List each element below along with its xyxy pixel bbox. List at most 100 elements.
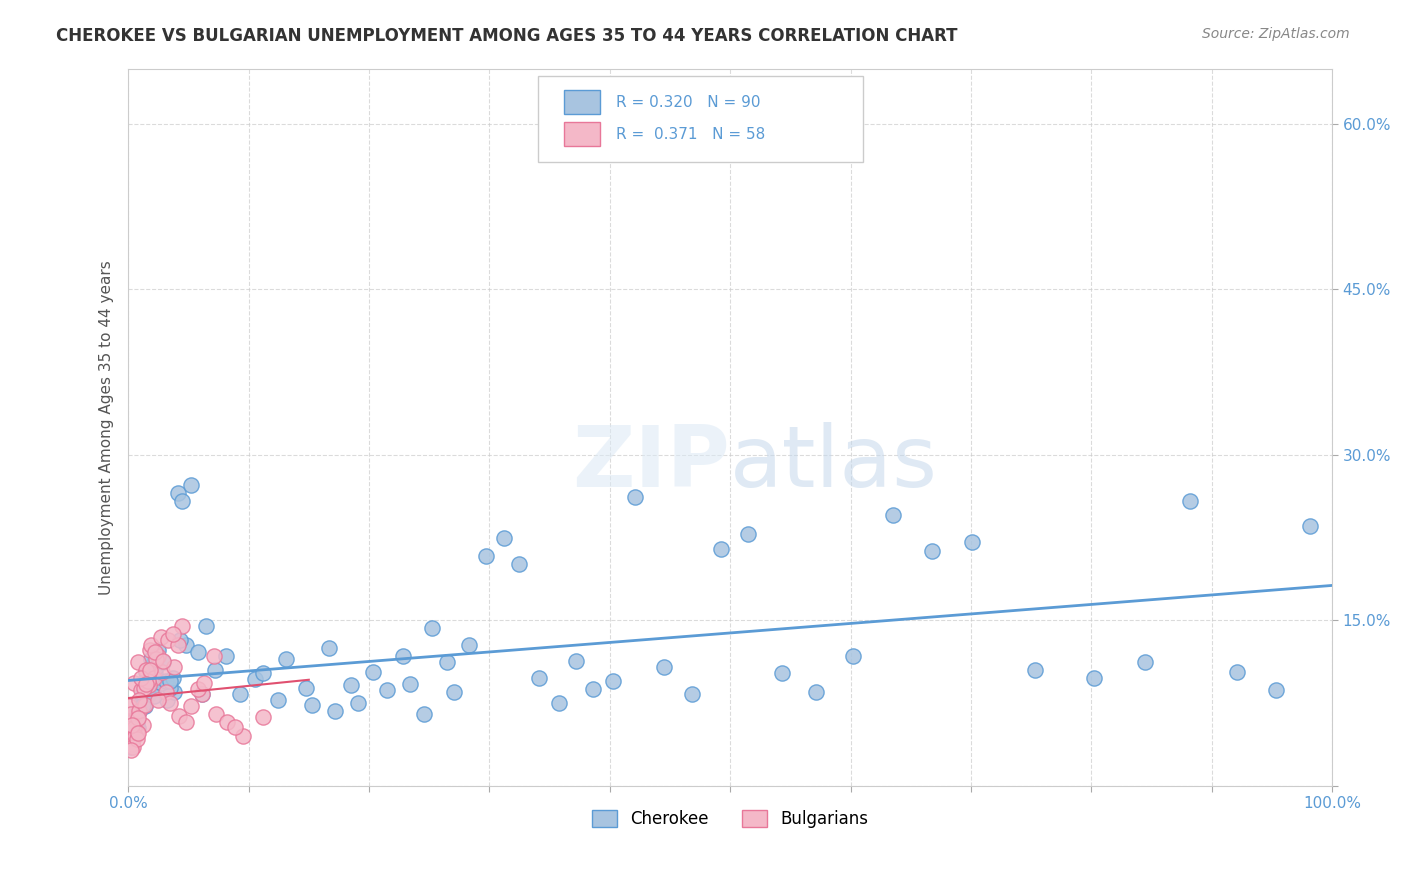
- Point: [361, 665, 384, 680]
- Point: [127, 704, 149, 718]
- Point: [127, 722, 149, 736]
- FancyBboxPatch shape: [537, 76, 863, 161]
- Point: [143, 645, 166, 659]
- Point: [443, 685, 465, 699]
- Point: [143, 667, 166, 681]
- Point: [375, 682, 398, 697]
- Point: [139, 663, 162, 677]
- Point: [131, 696, 153, 710]
- Text: R =  0.371   N = 58: R = 0.371 N = 58: [616, 127, 765, 142]
- Point: [128, 704, 150, 718]
- Text: R = 0.320   N = 90: R = 0.320 N = 90: [616, 95, 761, 110]
- Point: [132, 692, 155, 706]
- Point: [120, 743, 142, 757]
- Point: [122, 726, 145, 740]
- Point: [124, 729, 146, 743]
- Text: ZIP: ZIP: [572, 422, 730, 505]
- Point: [152, 655, 174, 669]
- Point: [174, 714, 197, 729]
- Point: [475, 549, 498, 564]
- Point: [142, 671, 165, 685]
- Point: [121, 737, 143, 751]
- Point: [508, 557, 530, 571]
- Point: [142, 690, 165, 704]
- Point: [139, 652, 162, 666]
- Point: [166, 638, 188, 652]
- Point: [134, 699, 156, 714]
- Point: [318, 640, 340, 655]
- Point: [391, 648, 413, 663]
- Point: [582, 681, 605, 696]
- Point: [295, 681, 318, 695]
- Point: [624, 490, 647, 504]
- Point: [148, 643, 170, 657]
- Point: [167, 709, 190, 723]
- Point: [252, 666, 274, 681]
- Point: [1299, 519, 1322, 533]
- FancyBboxPatch shape: [564, 122, 600, 146]
- Point: [180, 699, 202, 714]
- Point: [135, 677, 157, 691]
- Point: [527, 671, 550, 685]
- Point: [150, 682, 173, 697]
- Point: [156, 633, 179, 648]
- Point: [156, 692, 179, 706]
- Point: [124, 723, 146, 737]
- Point: [149, 676, 172, 690]
- Point: [420, 621, 443, 635]
- Point: [159, 673, 181, 688]
- Point: [921, 543, 943, 558]
- Point: [565, 654, 588, 668]
- Point: [121, 718, 143, 732]
- Point: [159, 681, 181, 695]
- Point: [340, 678, 363, 692]
- Point: [162, 626, 184, 640]
- Point: [166, 486, 188, 500]
- Point: [804, 685, 827, 699]
- Point: [139, 643, 162, 657]
- Point: [882, 508, 904, 523]
- Point: [1083, 671, 1105, 685]
- Point: [122, 740, 145, 755]
- Point: [195, 619, 218, 633]
- Point: [131, 698, 153, 713]
- Point: [602, 673, 624, 688]
- Point: [121, 722, 143, 736]
- Point: [266, 692, 288, 706]
- Point: [122, 709, 145, 723]
- Point: [122, 722, 145, 736]
- Point: [122, 676, 145, 690]
- Point: [125, 714, 148, 729]
- Point: [136, 688, 159, 702]
- Point: [131, 718, 153, 732]
- Point: [187, 645, 209, 659]
- Point: [149, 630, 172, 644]
- Point: [131, 671, 153, 685]
- Point: [204, 663, 226, 677]
- Point: [163, 685, 186, 699]
- Point: [131, 682, 153, 697]
- Point: [127, 726, 149, 740]
- Point: [190, 687, 212, 701]
- Text: atlas: atlas: [730, 422, 938, 505]
- Point: [492, 531, 515, 545]
- Point: [1226, 665, 1249, 680]
- Point: [399, 677, 422, 691]
- Point: [172, 619, 194, 633]
- Point: [205, 707, 228, 722]
- Point: [458, 638, 481, 652]
- Point: [163, 659, 186, 673]
- Point: [138, 671, 160, 685]
- Point: [121, 714, 143, 729]
- Point: [243, 672, 266, 686]
- Point: [132, 681, 155, 695]
- FancyBboxPatch shape: [564, 90, 600, 113]
- Point: [152, 654, 174, 668]
- Point: [148, 648, 170, 663]
- Point: [135, 665, 157, 680]
- Point: [436, 655, 458, 669]
- Point: [187, 681, 209, 696]
- Point: [125, 726, 148, 740]
- Point: [274, 652, 297, 666]
- Point: [709, 541, 731, 556]
